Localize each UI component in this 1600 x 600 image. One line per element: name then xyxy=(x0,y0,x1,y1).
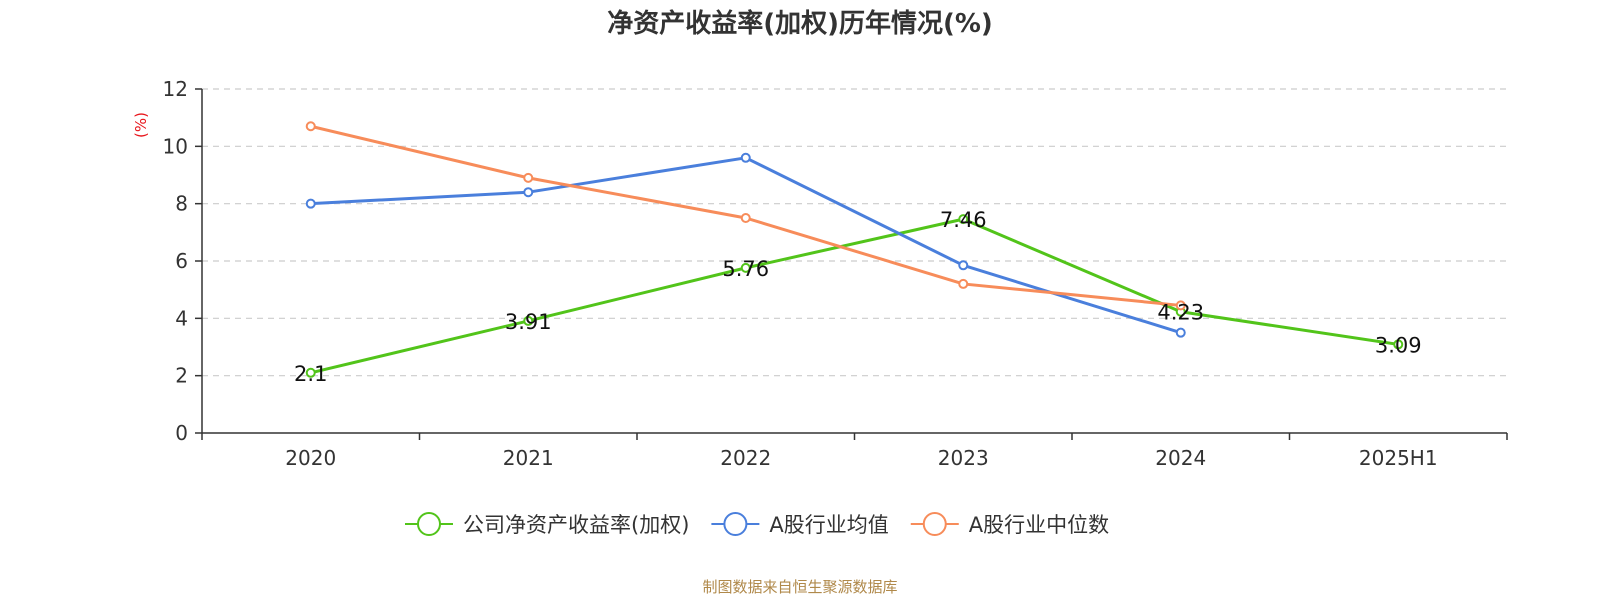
series-1-point[interactable] xyxy=(958,260,969,271)
series-0-point[interactable] xyxy=(305,367,316,378)
series-2-point[interactable] xyxy=(523,172,534,183)
data-label: 4.23 xyxy=(1157,301,1204,325)
y-axis-label: (%) xyxy=(132,112,150,138)
series-2-point[interactable] xyxy=(740,213,751,223)
x-tick-label: 2022 xyxy=(720,446,771,470)
legend-label: 公司净资产收益率(加权) xyxy=(463,513,689,537)
x-tick-label: 2023 xyxy=(938,446,989,470)
legend-item-1[interactable]: A股行业均值 xyxy=(711,512,889,537)
series-2-point[interactable] xyxy=(1175,300,1186,311)
axes: 0 2 4 6 8 10 12 2020 2021 2022 2023 2024 2025H1 xyxy=(163,77,1508,470)
legend-marker xyxy=(417,512,441,536)
series-0-point[interactable] xyxy=(1393,339,1404,350)
data-label: 2.1 xyxy=(294,362,327,386)
legend-marker xyxy=(922,512,947,536)
legend-label: A股行业中位数 xyxy=(969,513,1109,537)
data-label: 7.46 xyxy=(940,208,987,232)
data-label: 3.91 xyxy=(505,310,552,334)
series-0-point[interactable] xyxy=(523,315,534,326)
data-labels: 2.1 3.91 5.76 7.46 4.23 3.09 xyxy=(294,208,1422,386)
chart-title: 净资产收益率(加权)历年情况(%) xyxy=(607,8,993,39)
y-tick-label: 12 xyxy=(163,77,188,101)
y-tick-label: 2 xyxy=(175,364,188,388)
legend-item-2[interactable]: A股行业中位数 xyxy=(910,512,1109,537)
x-tick-label: 2020 xyxy=(285,446,336,470)
legend[interactable]: 公司净资产收益率(加权) A股行业均值 A股行业中位数 xyxy=(405,512,1109,537)
series-1-point[interactable] xyxy=(305,198,316,209)
series-1-point[interactable] xyxy=(523,187,534,198)
data-label: 5.76 xyxy=(722,257,769,281)
x-tick-label: 2025H1 xyxy=(1359,446,1438,470)
y-tick-label: 0 xyxy=(175,421,188,445)
series xyxy=(305,121,1404,378)
y-tick-label: 6 xyxy=(175,249,188,273)
data-label: 3.09 xyxy=(1375,333,1422,357)
legend-marker xyxy=(723,512,748,536)
series-2-point[interactable] xyxy=(958,278,969,289)
series-2-point[interactable] xyxy=(305,121,316,132)
series-0-point[interactable] xyxy=(740,262,751,273)
y-tick-label: 10 xyxy=(163,134,188,158)
y-tick-label: 8 xyxy=(175,192,188,216)
x-tick-label: 2021 xyxy=(503,446,554,470)
gridlines xyxy=(202,88,1507,377)
legend-label: A股行业均值 xyxy=(769,513,888,537)
series-1-point[interactable] xyxy=(740,152,751,163)
series-1-point[interactable] xyxy=(1175,327,1186,338)
y-tick-label: 4 xyxy=(175,306,188,330)
series-line-1 xyxy=(310,156,1182,335)
source-note: 制图数据来自恒生聚源数据库 xyxy=(702,578,897,596)
legend-item-0[interactable]: 公司净资产收益率(加权) xyxy=(405,512,689,537)
x-tick-label: 2024 xyxy=(1155,446,1206,470)
series-0-point[interactable] xyxy=(958,214,969,225)
series-line-0 xyxy=(310,217,1399,375)
